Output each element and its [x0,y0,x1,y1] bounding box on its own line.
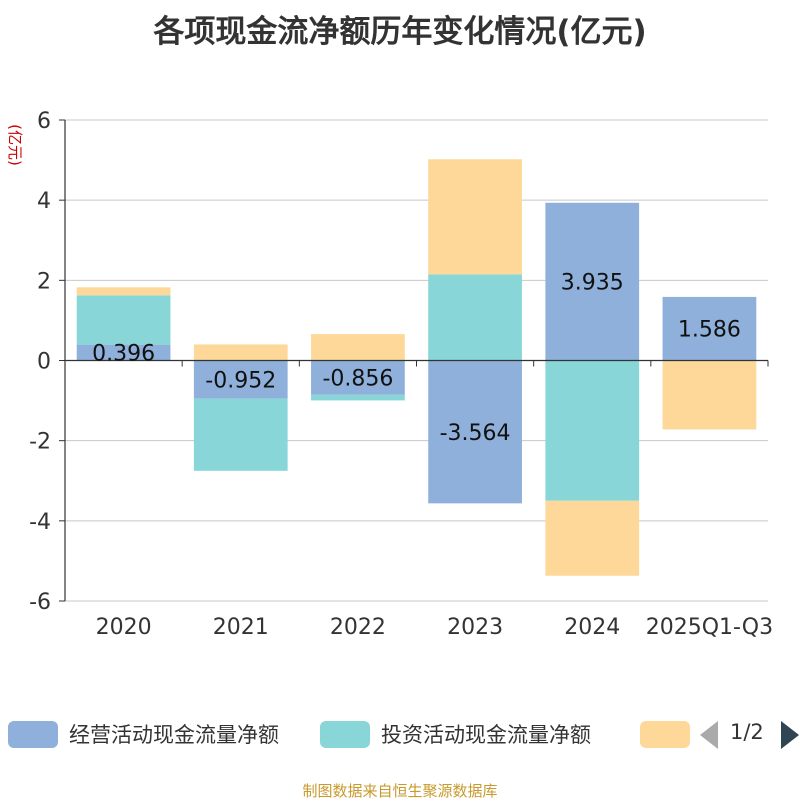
legend-page-indicator: 1/2 [730,720,764,744]
y-tick-label: -6 [29,590,51,615]
axes: 6 4 2 0 -2 -4 -6 2020 2021 2022 2023 2024 2025Q1-Q3 [29,109,773,640]
bar-series-0-2020[interactable] [76,344,171,361]
bar-series-2-2025Q1-Q3[interactable] [662,360,757,430]
grid-lines [65,119,768,602]
legend-swatch-investing [320,720,370,748]
bars [76,159,757,576]
y-tick-label: -4 [29,510,51,535]
data-label-2024: 3.935 [561,271,624,296]
bar-series-0-2022[interactable] [311,360,405,395]
data-label-2020: 0.396 [92,342,155,367]
bar-series-2-2023[interactable] [428,159,522,275]
legend: 经营活动现金流量净额 投资活动现金流量净额 1/2 [0,716,800,756]
data-label-2021: -0.952 [205,369,276,394]
y-tick-label: 4 [37,189,51,214]
x-tick-label-2024: 2024 [564,615,620,640]
bar-series-1-2024[interactable] [545,360,640,501]
bar-series-1-2021[interactable] [193,398,288,471]
bar-series-2-2021[interactable] [193,344,288,361]
x-tick-label-2023: 2023 [447,615,503,640]
bar-series-2-2024[interactable] [545,500,640,576]
x-tick-label-2020: 2020 [96,615,152,640]
legend-item-investing[interactable]: 投资活动现金流量净额 [320,716,591,752]
x-tick-label-2025Q1-Q3: 2025Q1-Q3 [646,615,773,640]
bar-series-0-2023[interactable] [428,360,522,504]
data-label-2025Q1-Q3: 1.586 [678,318,741,343]
source-note: 制图数据来自恒生聚源数据库 [302,782,498,800]
legend-swatch-operating [8,720,58,748]
y-axis-label: (亿元) [6,124,24,166]
legend-next-arrow-icon[interactable] [781,721,799,749]
bar-series-0-2021[interactable] [193,360,288,399]
bar-series-2-2022[interactable] [311,334,405,361]
bar-series-1-2023[interactable] [428,274,522,361]
y-tick-label: -2 [29,430,51,455]
bar-series-0-2025Q1-Q3[interactable] [662,296,757,361]
legend-label-investing: 投资活动现金流量净额 [381,723,591,747]
x-tick-label-2022: 2022 [330,615,386,640]
y-tick-label: 0 [37,350,51,375]
legend-prev-arrow-icon[interactable] [700,721,718,749]
legend-item-financing[interactable] [640,716,690,752]
bar-series-1-2020[interactable] [76,295,171,345]
x-tick-label-2021: 2021 [213,615,269,640]
data-labels: 0.396 -0.952 -0.856 -3.564 3.935 1.586 [92,271,741,446]
bar-series-1-2022[interactable] [311,394,405,401]
legend-label-operating: 经营活动现金流量净额 [69,723,279,747]
legend-item-operating[interactable]: 经营活动现金流量净额 [8,716,279,752]
bar-series-2-2020[interactable] [76,287,171,296]
legend-swatch-financing [640,720,690,748]
chart-title: 各项现金流净额历年变化情况(亿元) [153,14,647,50]
data-label-2022: -0.856 [322,367,393,392]
bar-series-0-2024[interactable] [545,202,640,361]
data-label-2023: -3.564 [440,421,511,446]
y-tick-label: 6 [37,109,51,134]
y-tick-label: 2 [37,269,51,294]
